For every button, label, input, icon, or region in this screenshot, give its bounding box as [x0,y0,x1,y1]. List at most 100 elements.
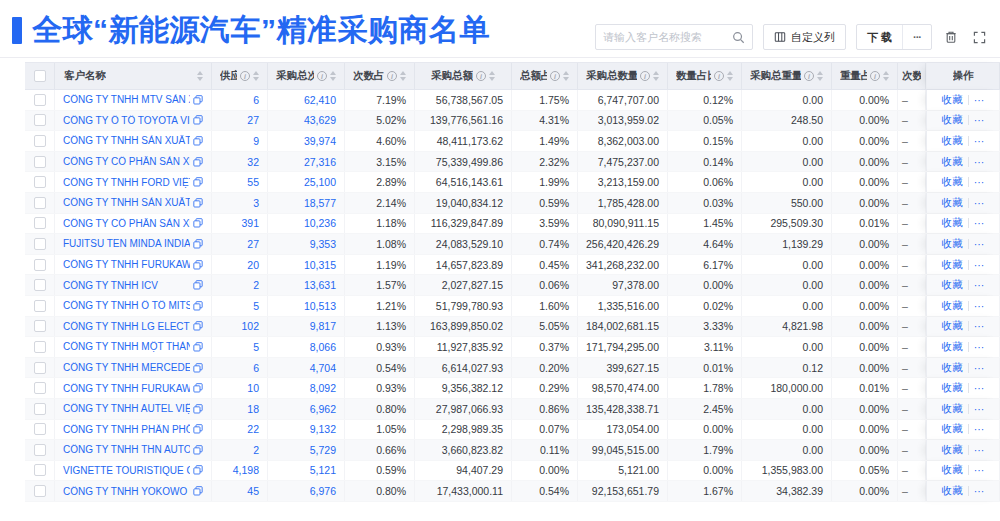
favorite-button[interactable]: 收藏 [942,484,963,498]
search-icon[interactable] [732,31,745,44]
row-more-button[interactable]: ··· [974,320,985,332]
info-icon[interactable] [240,71,250,81]
row-more-button[interactable]: ··· [974,197,985,209]
copy-icon[interactable] [193,321,203,331]
row-checkbox[interactable] [34,259,46,271]
info-icon[interactable] [870,71,880,81]
row-checkbox[interactable] [34,114,46,126]
sort-icon[interactable] [253,71,259,81]
row-checkbox[interactable] [34,94,46,106]
row-checkbox[interactable] [34,341,46,353]
col-customer-name[interactable]: 客户名称 [55,63,212,89]
customer-name-link[interactable]: CÔNG TY TNHH SẢN XUẤT VÀ ... [63,135,190,146]
supplier-count-link[interactable]: 9 [212,131,268,151]
purchase-count-link[interactable]: 10,236 [268,214,345,234]
customer-name-link[interactable]: CÔNG TY TNHH SẢN XUẤT VÀ ... [63,197,190,208]
favorite-button[interactable]: 收藏 [942,196,963,210]
supplier-count-link[interactable]: 10 [212,378,268,398]
copy-icon[interactable] [193,218,203,228]
copy-icon[interactable] [193,445,203,455]
favorite-button[interactable]: 收藏 [942,93,963,107]
customer-name-link[interactable]: CÔNG TY TNHH Ô TÔ MITSUBI... [63,300,190,311]
purchase-count-link[interactable]: 9,817 [268,317,345,337]
copy-icon[interactable] [193,404,203,414]
customer-name-link[interactable]: CÔNG TY CỔ PHẦN SẢN XUẤT... [63,156,190,167]
sort-icon[interactable] [653,71,659,81]
favorite-button[interactable]: 收藏 [942,113,963,127]
row-checkbox[interactable] [34,362,46,374]
favorite-button[interactable]: 收藏 [942,319,963,333]
info-icon[interactable] [317,71,327,81]
col-purchase-qty[interactable]: 采购总数量 [578,63,668,89]
row-more-button[interactable]: ··· [974,382,985,394]
info-icon[interactable] [714,71,724,81]
favorite-button[interactable]: 收藏 [942,175,963,189]
copy-icon[interactable] [193,260,203,270]
info-icon[interactable] [476,71,486,81]
supplier-count-link[interactable]: 27 [212,234,268,254]
purchase-count-link[interactable]: 5,121 [268,461,345,481]
row-more-button[interactable]: ··· [974,156,985,168]
download-more-button[interactable]: ··· [902,25,931,49]
purchase-count-link[interactable]: 9,353 [268,234,345,254]
supplier-count-link[interactable]: 18 [212,399,268,419]
col-weight-pct[interactable]: 重量占比 [832,63,898,89]
row-more-button[interactable]: ··· [974,423,985,435]
favorite-button[interactable]: 收藏 [942,361,963,375]
copy-icon[interactable] [193,486,203,496]
row-checkbox[interactable] [34,423,46,435]
favorite-button[interactable]: 收藏 [942,278,963,292]
row-checkbox[interactable] [34,279,46,291]
customer-name-link[interactable]: CÔNG TY TNHH MTV SẢN XUẤ... [63,94,190,105]
customer-name-link[interactable]: CÔNG TY TNHH THN AUTOPAR... [63,444,190,455]
supplier-count-link[interactable]: 55 [212,172,268,192]
sort-icon[interactable] [817,71,823,81]
favorite-button[interactable]: 收藏 [942,258,963,272]
row-checkbox[interactable] [34,403,46,415]
info-icon[interactable] [640,71,650,81]
customer-name-link[interactable]: VIGNETTE TOURISTIQUE G UNI... [63,465,190,476]
purchase-count-link[interactable]: 5,729 [268,440,345,460]
supplier-count-link[interactable]: 6 [212,358,268,378]
favorite-button[interactable]: 收藏 [942,216,963,230]
purchase-count-link[interactable]: 39,974 [268,131,345,151]
supplier-count-link[interactable]: 22 [212,420,268,440]
purchase-count-link[interactable]: 6,976 [268,481,345,501]
sort-icon[interactable] [563,71,569,81]
customer-name-link[interactable]: CÔNG TY TNHH PHÂN PHỐI T... [63,424,190,435]
supplier-count-link[interactable]: 5 [212,337,268,357]
favorite-button[interactable]: 收藏 [942,402,963,416]
row-checkbox[interactable] [34,156,46,168]
info-icon[interactable] [804,71,814,81]
info-icon[interactable] [387,71,397,81]
favorite-button[interactable]: 收藏 [942,463,963,477]
row-checkbox[interactable] [34,238,46,250]
row-more-button[interactable]: ··· [974,259,985,271]
customer-name-link[interactable]: CÔNG TY Ô TÔ TOYOTA VIỆT ... [63,115,190,126]
purchase-count-link[interactable]: 6,962 [268,399,345,419]
customer-name-link[interactable]: CÔNG TY TNHH MERCEDES–B... [63,362,190,373]
favorite-button[interactable]: 收藏 [942,155,963,169]
purchase-count-link[interactable]: 62,410 [268,90,345,110]
favorite-button[interactable]: 收藏 [942,381,963,395]
favorite-button[interactable]: 收藏 [942,340,963,354]
copy-icon[interactable] [193,136,203,146]
customer-name-link[interactable]: CÔNG TY TNHH FURUKAWA A... [63,259,190,270]
supplier-count-link[interactable]: 45 [212,481,268,501]
sort-icon[interactable] [197,71,203,81]
row-checkbox[interactable] [34,485,46,497]
copy-icon[interactable] [193,95,203,105]
copy-icon[interactable] [193,115,203,125]
col-amount-pct[interactable]: 总额占比 [512,63,578,89]
col-count-pct[interactable]: 次数占比 [345,63,415,89]
row-checkbox[interactable] [34,464,46,476]
customer-name-link[interactable]: CÔNG TY TNHH AUTEL VIỆT N... [63,403,190,414]
row-more-button[interactable]: ··· [974,217,985,229]
supplier-count-link[interactable]: 5 [212,296,268,316]
copy-icon[interactable] [193,342,203,352]
row-more-button[interactable]: ··· [974,238,985,250]
purchase-count-link[interactable]: 25,100 [268,172,345,192]
row-more-button[interactable]: ··· [974,403,985,415]
customer-name-link[interactable]: CÔNG TY TNHH MỘT THÀNH V... [63,341,190,352]
col-purchase-weight[interactable]: 采购总重量 [742,63,832,89]
